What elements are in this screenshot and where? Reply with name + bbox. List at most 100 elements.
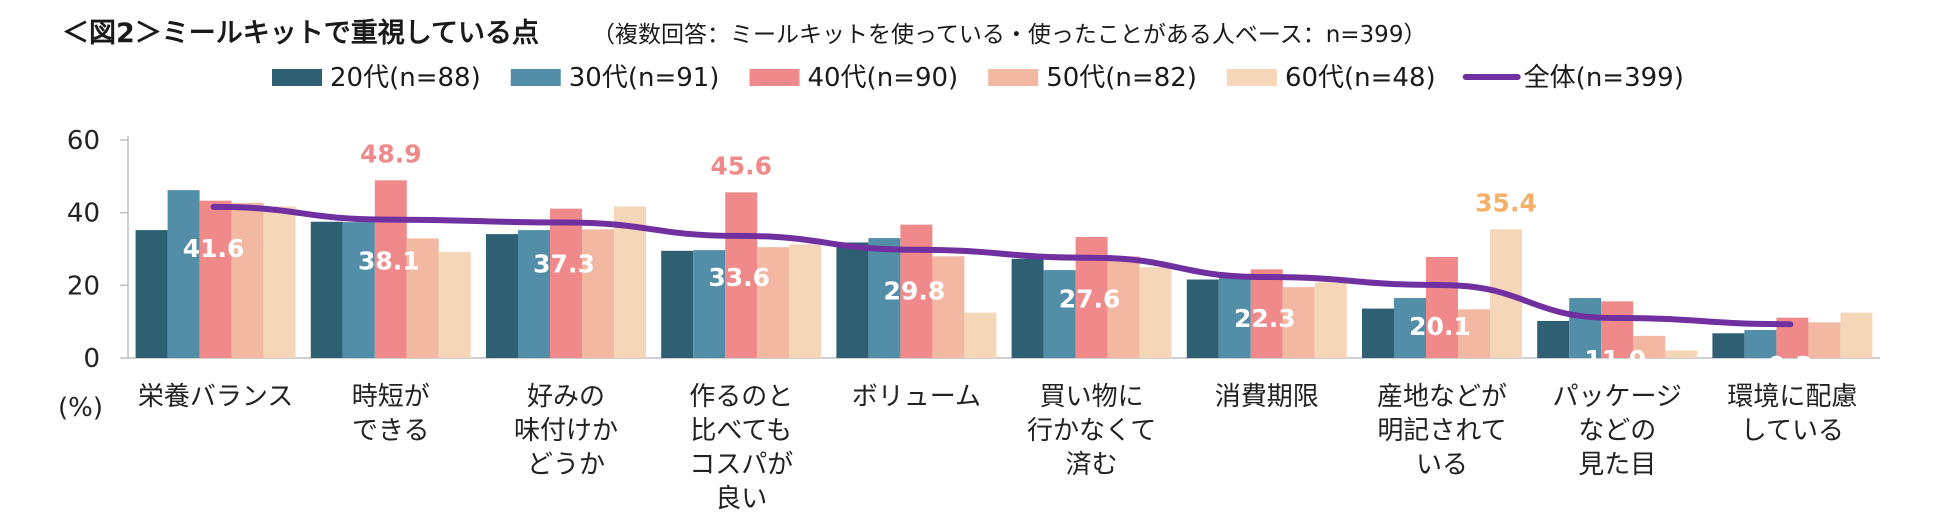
bar (1840, 312, 1873, 358)
y-tick-label: 0 (83, 344, 100, 374)
chart-subtitle: （複数回答：ミールキットを使っている・使ったことがある人ベース：n=399） (592, 22, 1426, 48)
bar (1633, 335, 1666, 358)
x-category-label: 作るのと (689, 382, 793, 412)
x-category-label: 済む (1066, 450, 1118, 480)
bar (550, 208, 582, 358)
bar (1426, 256, 1458, 358)
x-category-label: いる (1416, 450, 1468, 480)
x-category-label: コスパが (689, 450, 793, 480)
legend-swatch (510, 69, 561, 86)
x-category-label: ボリューム (852, 382, 981, 412)
bar (1362, 308, 1394, 358)
highlight-data-label: 35.4 (1475, 188, 1537, 217)
legend-label: 20代(n=88) (330, 63, 481, 93)
legend-swatch (1226, 69, 1277, 86)
x-category-label: などの (1578, 416, 1656, 446)
x-category-label: 好みの (527, 382, 605, 412)
bar (1665, 350, 1698, 358)
x-category-label: 良い (715, 484, 767, 514)
bar (1537, 320, 1570, 358)
x-category-label: できる (352, 416, 429, 446)
bar (1601, 301, 1634, 358)
legend-label: 60代(n=48) (1285, 63, 1436, 93)
bar (438, 251, 471, 358)
x-category-label: 時短が (352, 382, 430, 412)
bar (1712, 333, 1745, 358)
bar (374, 180, 407, 358)
x-category-label: している (1741, 416, 1844, 446)
x-category-label: 見た目 (1578, 450, 1656, 480)
bar (1043, 270, 1076, 358)
bar (199, 200, 232, 358)
bar (1314, 282, 1347, 358)
data-labels: 41.6 38.1 37.3 33.6 29.8 27.6 22.3 20.1 11.0 9.3 4… (183, 139, 1813, 380)
overall-line (210, 203, 1794, 328)
bar (789, 244, 822, 358)
bar (486, 234, 518, 358)
legend-swatch (272, 69, 322, 86)
y-tick-label: 60 (67, 126, 100, 156)
bar (868, 238, 901, 358)
overall-data-label: 27.6 (1059, 285, 1121, 314)
bar (518, 230, 550, 358)
bars (135, 180, 1873, 358)
x-category-label: 環境に配慮 (1727, 382, 1857, 412)
legend-label: 全体(n=399) (1524, 63, 1684, 93)
x-category-label: どうか (527, 450, 605, 480)
x-category-label: 栄養バランス (138, 382, 293, 412)
bar (964, 312, 997, 358)
x-category-label: 比べても (690, 416, 792, 446)
bar (757, 247, 790, 358)
bar (1394, 298, 1426, 358)
x-category-label: 行かなくて (1027, 416, 1156, 446)
legend-label: 30代(n=91) (569, 63, 720, 93)
x-category-label: パッケージ (1552, 382, 1681, 412)
bar (614, 206, 646, 358)
bar (1107, 256, 1140, 358)
overall-data-label: 22.3 (1234, 304, 1296, 333)
bar (1282, 287, 1315, 358)
x-category-label: 産地などが (1377, 382, 1507, 412)
bar (406, 238, 439, 358)
bar (167, 190, 200, 358)
bar (1218, 274, 1251, 358)
overall-data-label: 9.3 (1768, 351, 1812, 380)
legend-label: 40代(n=90) (807, 63, 958, 93)
x-category-label: 買い物に (1040, 382, 1144, 412)
bar (1186, 279, 1219, 358)
bar (1139, 267, 1172, 358)
highlight-data-label: 45.6 (710, 151, 772, 180)
overall-series-line (210, 203, 1794, 328)
overall-data-label: 20.1 (1409, 312, 1471, 341)
legend-swatch (988, 69, 1039, 86)
y-unit-label: (%) (58, 393, 103, 423)
legend-label: 50代(n=82) (1046, 63, 1197, 93)
bar (263, 206, 296, 358)
bar (231, 202, 264, 358)
bar (693, 250, 726, 358)
overall-data-label: 38.1 (358, 247, 420, 276)
bar (661, 250, 694, 358)
bar (1250, 269, 1283, 358)
bar (836, 242, 869, 358)
y-tick-label: 40 (67, 199, 100, 229)
bar (932, 256, 965, 358)
chart-title: ＜図2＞ミールキットで重視している点 (62, 18, 539, 49)
legend: 20代(n=88) 30代(n=91) 40代(n=90) 50代(n=82) 60代(… (272, 63, 1684, 93)
bar (342, 222, 375, 358)
bar (310, 221, 343, 358)
bar (725, 192, 758, 358)
overall-data-label: 37.3 (533, 249, 595, 278)
bar (135, 230, 168, 358)
bar (1458, 309, 1490, 358)
bar (582, 229, 614, 358)
overall-data-label: 41.6 (183, 234, 245, 263)
overall-data-label: 29.8 (884, 277, 946, 306)
bar (1744, 330, 1777, 358)
x-category-label: 消費期限 (1215, 382, 1319, 412)
y-tick-label: 20 (67, 271, 100, 301)
overall-data-label: 11.0 (1584, 345, 1646, 374)
x-category-label: 味付けか (514, 416, 618, 446)
